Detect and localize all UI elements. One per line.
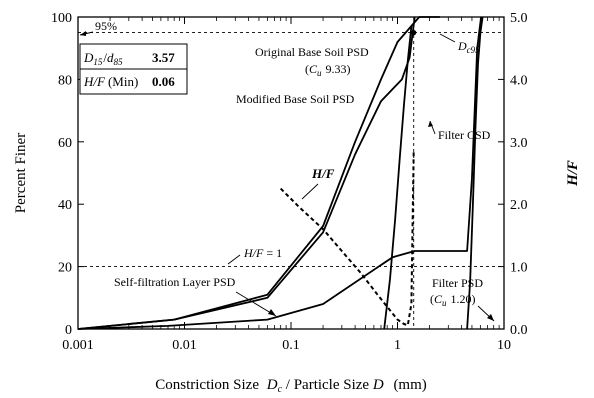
left-y-tick-label: 100 bbox=[51, 11, 72, 26]
left-y-tick-label: 40 bbox=[58, 198, 72, 213]
x-axis-title-text: Constriction Size bbox=[155, 377, 259, 393]
dc95-symbol: D bbox=[457, 39, 467, 53]
right-y-tick-label: 3.0 bbox=[510, 136, 528, 151]
right-y-tick-label: 4.0 bbox=[510, 73, 528, 88]
series-layer bbox=[77, 16, 484, 330]
self-filtration-arrowhead bbox=[268, 309, 276, 316]
info-box-hf-label: H/F (Min) bbox=[83, 74, 138, 89]
annotations: 95% Original Base Soil PSD (Cu 9.33) Modi… bbox=[79, 19, 495, 322]
dc95-subscript: c95 bbox=[467, 45, 480, 55]
x-tick-label: 1 bbox=[394, 338, 401, 353]
original-psd-label: Original Base Soil PSD bbox=[255, 45, 369, 59]
filter-cu-subscript: u bbox=[442, 298, 447, 308]
p95-arrowhead bbox=[80, 31, 86, 36]
right-y-axis-title: H/F bbox=[565, 160, 581, 187]
info-box-hf-value: 0.06 bbox=[152, 74, 175, 89]
left-y-tick-label: 0 bbox=[65, 323, 72, 338]
p95-label: 95% bbox=[95, 19, 117, 33]
info-box-ratio-value: 3.57 bbox=[152, 50, 175, 65]
x-tick-label: 0.01 bbox=[172, 338, 197, 353]
series-original-base-soil-psd bbox=[77, 16, 440, 330]
series-filter-csd bbox=[383, 26, 413, 330]
self-filtration-label: Self-filtration Layer PSD bbox=[114, 275, 236, 289]
x-axis-title-unit: (mm) bbox=[393, 377, 426, 393]
ratio-subscript-2: 85 bbox=[114, 57, 124, 67]
x-tick-label: 0.1 bbox=[282, 338, 300, 353]
filter-psd-label: Filter PSD bbox=[432, 276, 483, 290]
original-cu-label: (Cu 9.33) bbox=[305, 62, 351, 78]
hf-curve-label: H/F bbox=[311, 166, 335, 181]
hf-one-label: H/F = 1 bbox=[243, 246, 282, 260]
x-axis-title-mid: / Particle Size bbox=[282, 377, 373, 393]
hf-symbol: H/F bbox=[83, 74, 106, 89]
x-axis-title-d-symbol: D bbox=[372, 377, 384, 393]
hf-curve-leader bbox=[301, 183, 319, 200]
original-cu-value: 9.33 bbox=[326, 62, 347, 76]
filter-cu-label: (Cu 1.20) bbox=[430, 292, 476, 308]
filter-csd-arrowhead bbox=[428, 121, 433, 127]
ratio-symbol-1: D bbox=[83, 50, 94, 65]
info-box-ratio-label: D15/d85 bbox=[83, 50, 123, 67]
right-y-tick-label: 5.0 bbox=[510, 11, 528, 26]
original-cu-symbol: C bbox=[309, 62, 318, 76]
series-self-filtration-layer-psd bbox=[77, 16, 482, 330]
ratio-separator: / bbox=[103, 50, 107, 65]
tick-layer: 0.001 0.01 0.1 1 100204060801000.01.02.03.04… bbox=[51, 11, 528, 353]
x-tick-label: 10 bbox=[497, 338, 511, 353]
dc95-marker bbox=[411, 29, 417, 36]
hf-min: (Min) bbox=[108, 74, 138, 89]
x-axis-title-dc-subscript: c bbox=[278, 384, 283, 395]
left-y-tick-label: 60 bbox=[58, 136, 72, 151]
left-y-tick-label: 80 bbox=[58, 73, 72, 88]
ratio-subscript-1: 15 bbox=[93, 57, 103, 67]
series-h-f bbox=[279, 151, 415, 327]
info-box: D15/d85 3.57 H/F (Min) 0.06 bbox=[79, 43, 188, 95]
right-y-tick-label: 2.0 bbox=[510, 198, 528, 213]
dc95-label: Dc95 bbox=[457, 39, 480, 55]
ratio-symbol-2: d bbox=[107, 50, 114, 65]
right-y-tick-label: 0.0 bbox=[510, 323, 528, 338]
left-y-tick-label: 20 bbox=[58, 261, 72, 276]
hf-one-symbol: H/F bbox=[243, 246, 264, 260]
x-axis-title: Constriction Size Dc / Particle Size D (… bbox=[155, 377, 427, 395]
hf-one-leader bbox=[227, 254, 241, 265]
original-cu-subscript: u bbox=[317, 68, 322, 78]
filter-csd-label: Filter CSD bbox=[438, 128, 491, 142]
left-y-axis-title: Percent Finer bbox=[13, 133, 29, 213]
filter-cu-value: 1.20 bbox=[451, 292, 472, 306]
hf-one-value: = 1 bbox=[266, 246, 282, 260]
right-y-tick-label: 1.0 bbox=[510, 261, 528, 276]
filter-psd-arrowhead bbox=[487, 314, 494, 321]
series-filter-psd bbox=[466, 16, 484, 330]
filter-cu-symbol: C bbox=[434, 292, 443, 306]
dc95-leader bbox=[439, 33, 456, 43]
modified-psd-label: Modified Base Soil PSD bbox=[236, 92, 355, 106]
x-tick-label: 0.001 bbox=[62, 338, 94, 353]
x-axis-title-dc-symbol: D bbox=[266, 377, 278, 393]
